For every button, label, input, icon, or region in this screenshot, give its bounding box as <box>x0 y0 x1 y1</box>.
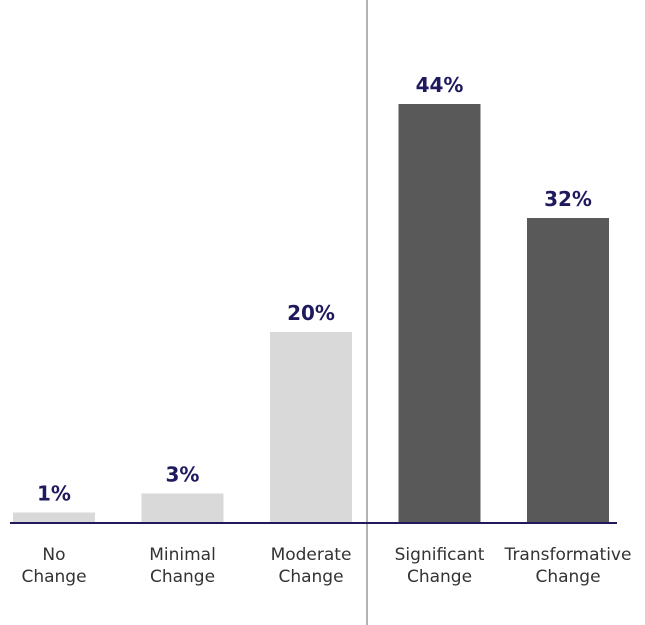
value-label: 20% <box>287 301 335 325</box>
bar <box>398 104 481 522</box>
category-label: Minimal Change <box>149 545 216 587</box>
category-label: No Change <box>21 545 87 587</box>
value-label: 44% <box>416 73 464 97</box>
category-label: Transformative Change <box>504 545 632 587</box>
value-label: 3% <box>166 463 200 487</box>
bar <box>527 218 609 522</box>
category-label: Significant Change <box>394 545 485 587</box>
category-label: Moderate Change <box>270 545 352 587</box>
bar <box>141 493 224 522</box>
value-label: 32% <box>544 187 592 211</box>
bar <box>13 512 95 522</box>
bar <box>270 332 352 522</box>
value-label: 1% <box>37 482 71 506</box>
